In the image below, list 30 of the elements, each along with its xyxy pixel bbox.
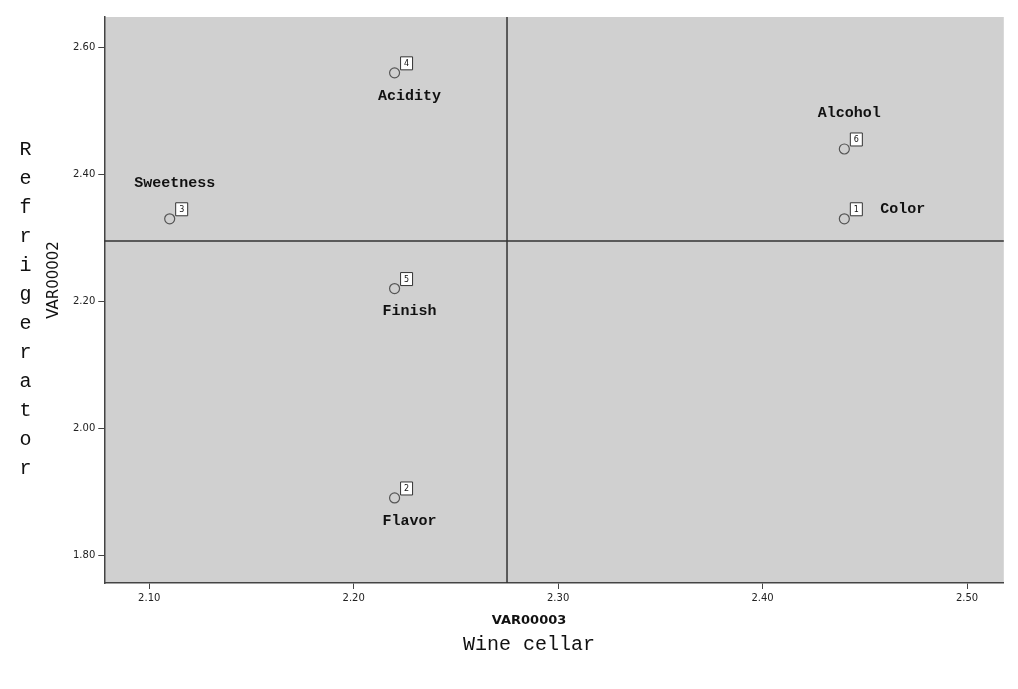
annotation: 6 (853, 135, 859, 145)
annotation: 2 (404, 484, 410, 494)
point (838, 143, 850, 155)
point (388, 67, 401, 79)
series-label: Acidity (378, 87, 442, 105)
x-tick-label: 2.50 (955, 591, 979, 603)
x-tick-label: 2.10 (138, 591, 161, 603)
annotation: 5 (404, 274, 410, 284)
y-tick-label: 1.80 (73, 548, 96, 560)
text: Sweetness (134, 174, 216, 192)
y-tick-label: 2.60 (73, 41, 96, 53)
series-label: Finish (382, 303, 437, 321)
x-tick-label: 2.40 (751, 591, 774, 603)
y-tick-label: 2.00 (73, 421, 96, 433)
x-tick-label: 2.30 (546, 591, 570, 603)
point (388, 282, 401, 295)
annotation: 4 (404, 58, 410, 68)
x-tick-label: 2.20 (342, 591, 365, 603)
y-axis-title: VAR00002 Refrigerator (12, 138, 62, 486)
annotation: 1 (853, 204, 859, 214)
annotation: 3 (179, 204, 185, 214)
x-axis-title: VAR00003 Wine cellar (463, 612, 596, 657)
y-tick-label: 2.20 (73, 294, 96, 306)
series-label: Flavor (382, 512, 437, 530)
text: Alcohol (817, 104, 881, 122)
point (388, 492, 401, 504)
point (838, 213, 850, 225)
y-tick-label: 2.40 (73, 167, 96, 179)
text: Color (880, 200, 926, 218)
point (164, 213, 176, 225)
